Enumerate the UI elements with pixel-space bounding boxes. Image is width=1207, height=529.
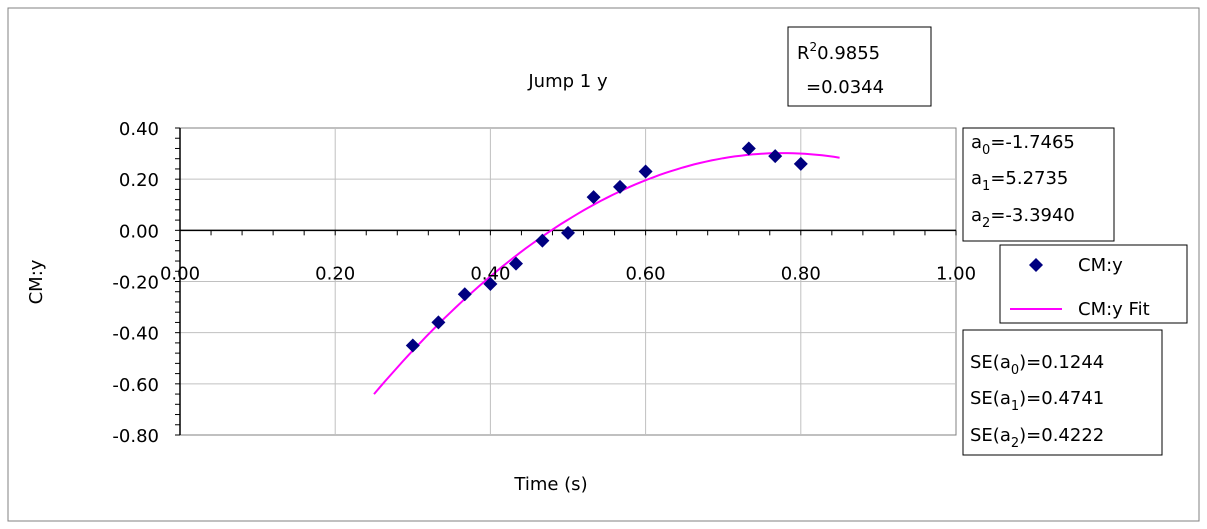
- data-point: [768, 149, 783, 164]
- data-point: [638, 164, 653, 179]
- data-point: [535, 233, 550, 248]
- sigma-value: =0.0344: [806, 77, 884, 98]
- y-axis-label: CM:y: [26, 259, 47, 304]
- r2-box-frame: [787, 26, 932, 107]
- data-point: [586, 190, 601, 205]
- r2-value: 0.9855: [817, 43, 880, 64]
- data-point: [405, 338, 420, 353]
- coefficient-a2-sub: 2: [982, 216, 990, 231]
- x-tick-labels: 0.00 0.20 0.40 0.60 0.80 1.00: [160, 263, 976, 284]
- data-points-layer: [405, 141, 808, 353]
- data-point: [612, 179, 627, 194]
- y-tick-label: -0.60: [112, 375, 159, 396]
- y-tick-label: 0.00: [119, 221, 159, 242]
- standard-errors-box-frame: [962, 329, 1163, 456]
- data-point: [483, 277, 498, 292]
- coefficient-a0-value: =-1.7465: [990, 132, 1075, 153]
- data-point: [561, 225, 575, 240]
- coefficient-a2-value: =-3.3940: [990, 205, 1075, 226]
- se-a0-value: )=0.1244: [1019, 352, 1104, 373]
- legend-marker-cm-y: [1029, 258, 1043, 272]
- x-tick-label: 1.00: [936, 263, 976, 284]
- x-tick-label: 0.60: [626, 263, 666, 284]
- x-tick-label: 0.40: [470, 263, 510, 284]
- coefficient-a1-value: =5.2735: [990, 168, 1068, 189]
- data-point: [509, 256, 524, 271]
- se-a2-value: )=0.4222: [1019, 425, 1104, 446]
- coefficients-box-frame: [962, 127, 1115, 242]
- se-a0-sub: 0: [1011, 363, 1019, 378]
- data-point: [431, 315, 446, 330]
- legend-label-cm-y-fit: CM:y Fit: [1078, 299, 1150, 320]
- fit-curve: [373, 152, 840, 395]
- chart-title: Jump 1 y: [527, 71, 608, 92]
- y-tick-label: -0.80: [112, 426, 159, 447]
- axes: [175, 127, 957, 436]
- y-tick-label: -0.40: [112, 324, 159, 345]
- x-tick-label: 0.80: [781, 263, 821, 284]
- se-a1-value: )=0.4741: [1019, 388, 1104, 409]
- standard-errors-box: SE(a0)=0.1244 SE(a1)=0.4741 SE(a2)=0.422…: [962, 329, 1163, 456]
- r2-label: R20.9855: [797, 40, 880, 64]
- data-point: [457, 287, 472, 302]
- legend-label-cm-y: CM:y: [1078, 255, 1123, 276]
- x-tick-label: 0.20: [315, 263, 355, 284]
- y-tick-label: -0.20: [112, 273, 159, 294]
- data-point: [793, 156, 808, 171]
- coefficients-box: a0=-1.7465 a1=5.2735 a2=-3.3940: [962, 127, 1115, 242]
- fit-curve-layer: [373, 152, 840, 395]
- y-tick-label: 0.20: [119, 170, 159, 191]
- r2-box: R20.9855 =0.0344: [787, 26, 932, 107]
- se-a1-sub: 1: [1011, 399, 1019, 414]
- coefficient-a0-sub: 0: [982, 143, 990, 158]
- data-point: [741, 141, 756, 156]
- se-a2-sub: 2: [1011, 436, 1019, 451]
- coefficient-a1-sub: 1: [982, 179, 990, 194]
- y-tick-label: 0.40: [119, 119, 159, 140]
- legend: CM:y CM:y Fit: [999, 244, 1188, 324]
- y-tick-labels: 0.40 0.20 0.00 -0.20 -0.40 -0.60 -0.80: [112, 119, 159, 447]
- x-tick-label: 0.00: [160, 263, 200, 284]
- x-axis-label: Time (s): [513, 474, 587, 495]
